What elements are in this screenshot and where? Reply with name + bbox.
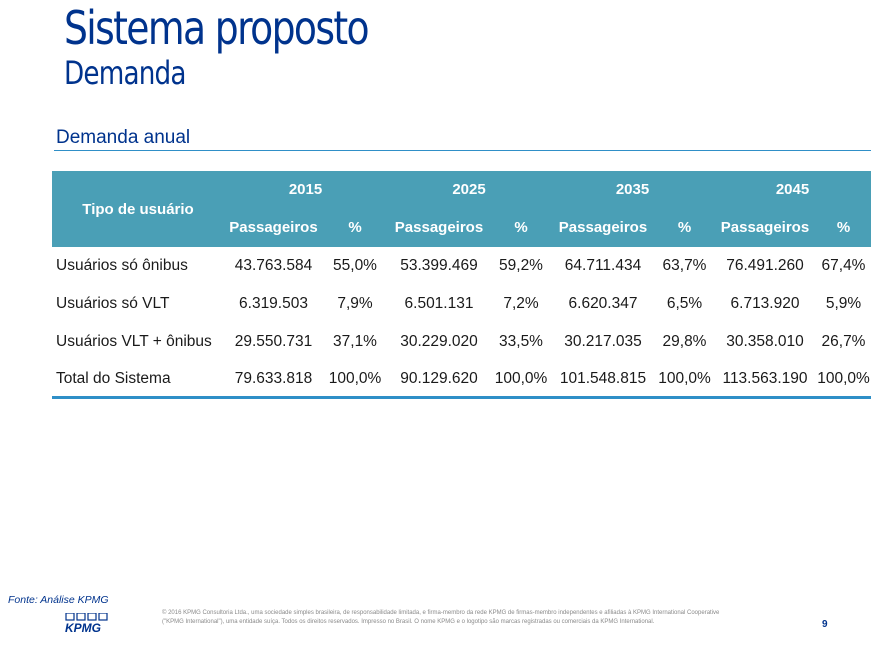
passengers-cell: 6.620.347	[568, 295, 638, 312]
passengers-cell: 76.491.260	[726, 257, 804, 274]
section-divider	[54, 150, 871, 151]
table-row: Usuários só ônibus 43.763.584 55,0% 53.3…	[52, 247, 871, 285]
percent-header: %	[655, 208, 714, 247]
year-header: 2015	[224, 171, 387, 208]
passengers-cell: 43.763.584	[234, 257, 313, 274]
percent-cell: 7,2%	[503, 295, 539, 312]
passengers-header: Passageiros	[224, 208, 323, 247]
passengers-cell: 30.229.020	[400, 333, 478, 350]
type-column-header: Tipo de usuário	[52, 171, 224, 247]
percent-cell: 37,1%	[333, 333, 377, 350]
passengers-cell: 6.319.503	[239, 295, 308, 312]
percent-cell: 55,0%	[333, 257, 377, 274]
passengers-cell: 90.129.620	[387, 361, 491, 399]
passengers-cell: 30.217.035	[564, 333, 642, 350]
passengers-cell: 53.399.469	[400, 257, 478, 274]
passengers-cell: 79.633.818	[224, 361, 323, 399]
passengers-cell: 29.550.731	[234, 333, 313, 350]
year-header: 2025	[387, 171, 551, 208]
percent-cell: 26,7%	[821, 333, 866, 350]
section-title: Demanda anual	[56, 127, 191, 148]
copyright-disclaimer: © 2016 KPMG Consultoria Ltda., uma socie…	[162, 610, 720, 625]
passengers-cell: 30.358.010	[726, 333, 804, 350]
table-header-subcolumns: Passageiros % Passageiros % Passageiros …	[52, 208, 871, 247]
row-label: Usuários só VLT	[56, 295, 170, 312]
percent-cell: 100,0%	[655, 361, 714, 399]
percent-cell: 33,5%	[499, 333, 543, 350]
percent-cell: 29,8%	[662, 333, 707, 350]
passengers-cell: 6.713.920	[730, 295, 800, 312]
table-total-row: Total do Sistema 79.633.818 100,0% 90.12…	[52, 361, 871, 399]
passengers-cell: 64.711.434	[564, 257, 642, 274]
percent-cell: 5,9%	[825, 295, 862, 312]
percent-cell: 100,0%	[816, 361, 871, 399]
passengers-header: Passageiros	[551, 208, 655, 247]
table-header-years: Tipo de usuário 2015 2025 2035 2045	[52, 171, 871, 247]
table-row: Usuários VLT + ônibus 29.550.731 37,1% 3…	[52, 323, 871, 361]
year-header: 2035	[551, 171, 714, 208]
page-title: Sistema proposto	[64, 1, 370, 55]
percent-cell: 63,7%	[662, 257, 707, 274]
percent-header: %	[323, 208, 387, 247]
demand-table: Tipo de usuário 2015 2025 2035 2045 Pass…	[52, 171, 871, 399]
source-note: Fonte: Análise KPMG	[8, 594, 109, 606]
passengers-header: Passageiros	[714, 208, 816, 247]
page-subtitle: Demanda	[64, 54, 186, 92]
percent-cell: 59,2%	[499, 257, 543, 274]
percent-cell: 100,0%	[491, 361, 551, 399]
kpmg-logo: KPMG	[64, 612, 114, 635]
page-number: 9	[822, 619, 828, 630]
row-label: Usuários VLT + ônibus	[56, 333, 212, 350]
table-row: Usuários só VLT 6.319.503 7,9% 6.501.131…	[52, 285, 871, 323]
row-label: Total do Sistema	[52, 361, 224, 399]
percent-cell: 7,9%	[337, 295, 373, 312]
percent-cell: 100,0%	[323, 361, 387, 399]
passengers-cell: 113.563.190	[714, 361, 816, 399]
passengers-cell: 101.548.815	[551, 361, 655, 399]
year-header: 2045	[714, 171, 871, 208]
passengers-header: Passageiros	[387, 208, 491, 247]
row-label: Usuários só ônibus	[56, 257, 188, 274]
logo-text: KPMG	[65, 621, 101, 633]
percent-header: %	[816, 208, 871, 247]
percent-cell: 6,5%	[666, 295, 703, 312]
passengers-cell: 6.501.131	[404, 295, 474, 312]
percent-header: %	[491, 208, 551, 247]
percent-cell: 67,4%	[821, 257, 866, 274]
